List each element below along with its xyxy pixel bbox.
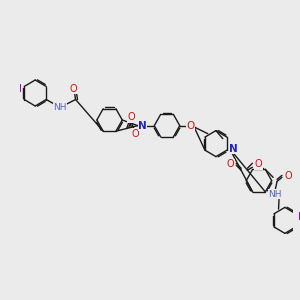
Text: O: O [128,112,136,122]
Text: O: O [226,159,234,169]
Text: I: I [298,212,300,222]
Text: O: O [254,159,262,169]
Text: O: O [186,121,195,130]
Text: I: I [19,85,22,94]
Text: N: N [229,144,238,154]
Text: NH: NH [268,190,282,199]
Text: O: O [131,129,139,139]
Text: NH: NH [53,103,67,112]
Text: O: O [284,171,292,182]
Text: O: O [70,83,77,94]
Text: N: N [138,121,147,130]
